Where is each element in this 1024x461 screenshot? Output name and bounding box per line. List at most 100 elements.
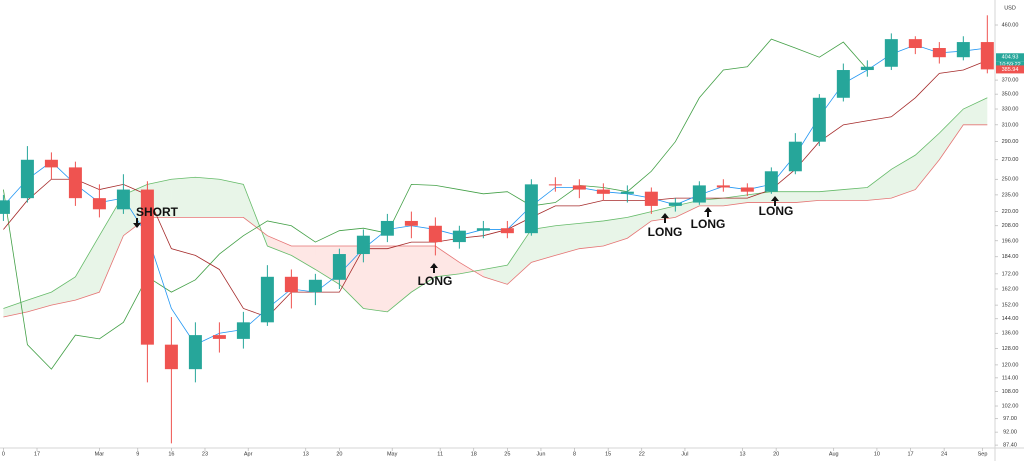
y-tick-label: 144.00 — [1002, 316, 1019, 322]
y-tick-label: 102.00 — [1002, 403, 1019, 409]
annotation-label: LONG — [759, 204, 794, 218]
cloud-segment — [819, 189, 844, 201]
cloud-segment — [867, 169, 892, 201]
y-tick-label: 460.00 — [1002, 22, 1019, 28]
x-tick-label: 13 — [303, 451, 309, 457]
candle-body — [932, 48, 946, 58]
candle-body — [20, 159, 34, 199]
y-tick-label: 270.00 — [1002, 157, 1019, 163]
cloud-segment — [627, 211, 652, 239]
annotation-label: SHORT — [136, 205, 179, 219]
candle-body — [500, 228, 514, 234]
x-tick-label: 18 — [471, 451, 477, 457]
x-tick-label: 24 — [941, 451, 947, 457]
candle-body — [836, 70, 850, 98]
cloud-segment — [603, 217, 628, 247]
candle-body — [428, 225, 442, 243]
cloud-segment — [387, 246, 412, 312]
leading-span-b — [3, 124, 988, 318]
y-tick-label: 97.00 — [1003, 416, 1017, 422]
candle-body — [68, 167, 82, 199]
x-tick-label: 22 — [639, 451, 645, 457]
cloud-segment — [579, 220, 604, 249]
candle-body — [212, 335, 226, 339]
clock-tag — [996, 61, 1024, 69]
y-tick-label: 250.00 — [1002, 177, 1019, 183]
y-tick-label: 330.00 — [1002, 106, 1019, 112]
leading-span-a — [3, 97, 988, 313]
annotation-arrow — [133, 218, 141, 228]
candle-body — [908, 39, 922, 49]
candle-body — [116, 189, 130, 210]
candle-body — [548, 184, 562, 186]
candle-body — [596, 189, 610, 194]
candle-body — [788, 141, 802, 172]
cloud-segment — [435, 246, 460, 277]
cloud-segment — [51, 276, 76, 306]
y-tick-label: 370.00 — [1002, 78, 1019, 84]
x-tick-label: Apr — [244, 451, 253, 457]
candle-body — [260, 276, 274, 323]
y-tick-label: 87.40 — [1003, 443, 1017, 449]
x-tick-label: Jul — [681, 451, 688, 457]
cloud-segment — [939, 109, 964, 160]
x-tick-label: Sep — [978, 451, 988, 457]
y-tick-label: 108.00 — [1002, 389, 1019, 395]
candle-body — [524, 184, 538, 234]
candle-body — [644, 191, 658, 206]
candle-body — [668, 202, 682, 206]
y-tick-label: 310.00 — [1002, 122, 1019, 128]
y-tick-label: 208.00 — [1002, 223, 1019, 229]
x-tick-label: 20 — [336, 451, 342, 457]
y-tick-label: 92.00 — [1003, 430, 1017, 436]
cloud-segment — [267, 235, 292, 256]
y-tick-label: 152.00 — [1002, 303, 1019, 309]
cloud-segment — [483, 265, 508, 285]
candle-body — [452, 230, 466, 243]
y-tick-label: 220.00 — [1002, 209, 1019, 215]
candle-body — [692, 185, 706, 203]
cloud-segment — [915, 133, 940, 190]
x-tick-label: 13 — [739, 451, 745, 457]
x-tick-label: 8 — [573, 451, 576, 457]
candle-body — [884, 39, 898, 67]
candle-body — [284, 276, 298, 293]
x-tick-label: Aug — [829, 451, 839, 457]
annotation-label: LONG — [648, 225, 683, 239]
annotation-label: LONG — [418, 274, 453, 288]
candle-body — [476, 228, 490, 231]
candle-body — [356, 235, 370, 255]
cloud-segment — [843, 187, 868, 201]
y-tick-label: 290.00 — [1002, 139, 1019, 145]
x-tick-label: May — [387, 451, 398, 457]
candle-body — [308, 279, 322, 293]
cloud-segment — [363, 246, 388, 312]
candle-body — [812, 97, 826, 142]
cloud-segment — [651, 205, 676, 221]
candle-body — [236, 322, 250, 339]
y-tick-label: 162.00 — [1002, 286, 1019, 292]
cloud-segment — [219, 179, 244, 218]
candle-body — [860, 66, 874, 71]
cloud-segment — [75, 235, 100, 301]
candle-body — [332, 254, 346, 280]
y-tick-label: 114.00 — [1002, 375, 1018, 381]
y-tick-label: 196.00 — [1002, 238, 1019, 244]
x-tick-label: 11 — [437, 451, 443, 457]
cloud-segment — [507, 229, 532, 285]
x-tick-label: 0 — [2, 451, 5, 457]
candle-body — [740, 187, 754, 192]
candle-body — [380, 220, 394, 236]
y-tick-label: 172.00 — [1002, 271, 1019, 277]
plot-area: SHORT LONG LONG LONG LONG — [0, 15, 994, 444]
y-tick-label: 235.00 — [1002, 192, 1019, 198]
clock-label: 10:59:22 — [999, 62, 1020, 68]
annotation-arrow — [661, 213, 669, 223]
candle-body — [404, 220, 418, 226]
y-tick-label: 120.00 — [1002, 362, 1019, 368]
annotation-label: LONG — [691, 217, 726, 231]
candle-body — [0, 200, 10, 214]
candle-body — [164, 344, 178, 370]
candle-body — [620, 191, 634, 194]
